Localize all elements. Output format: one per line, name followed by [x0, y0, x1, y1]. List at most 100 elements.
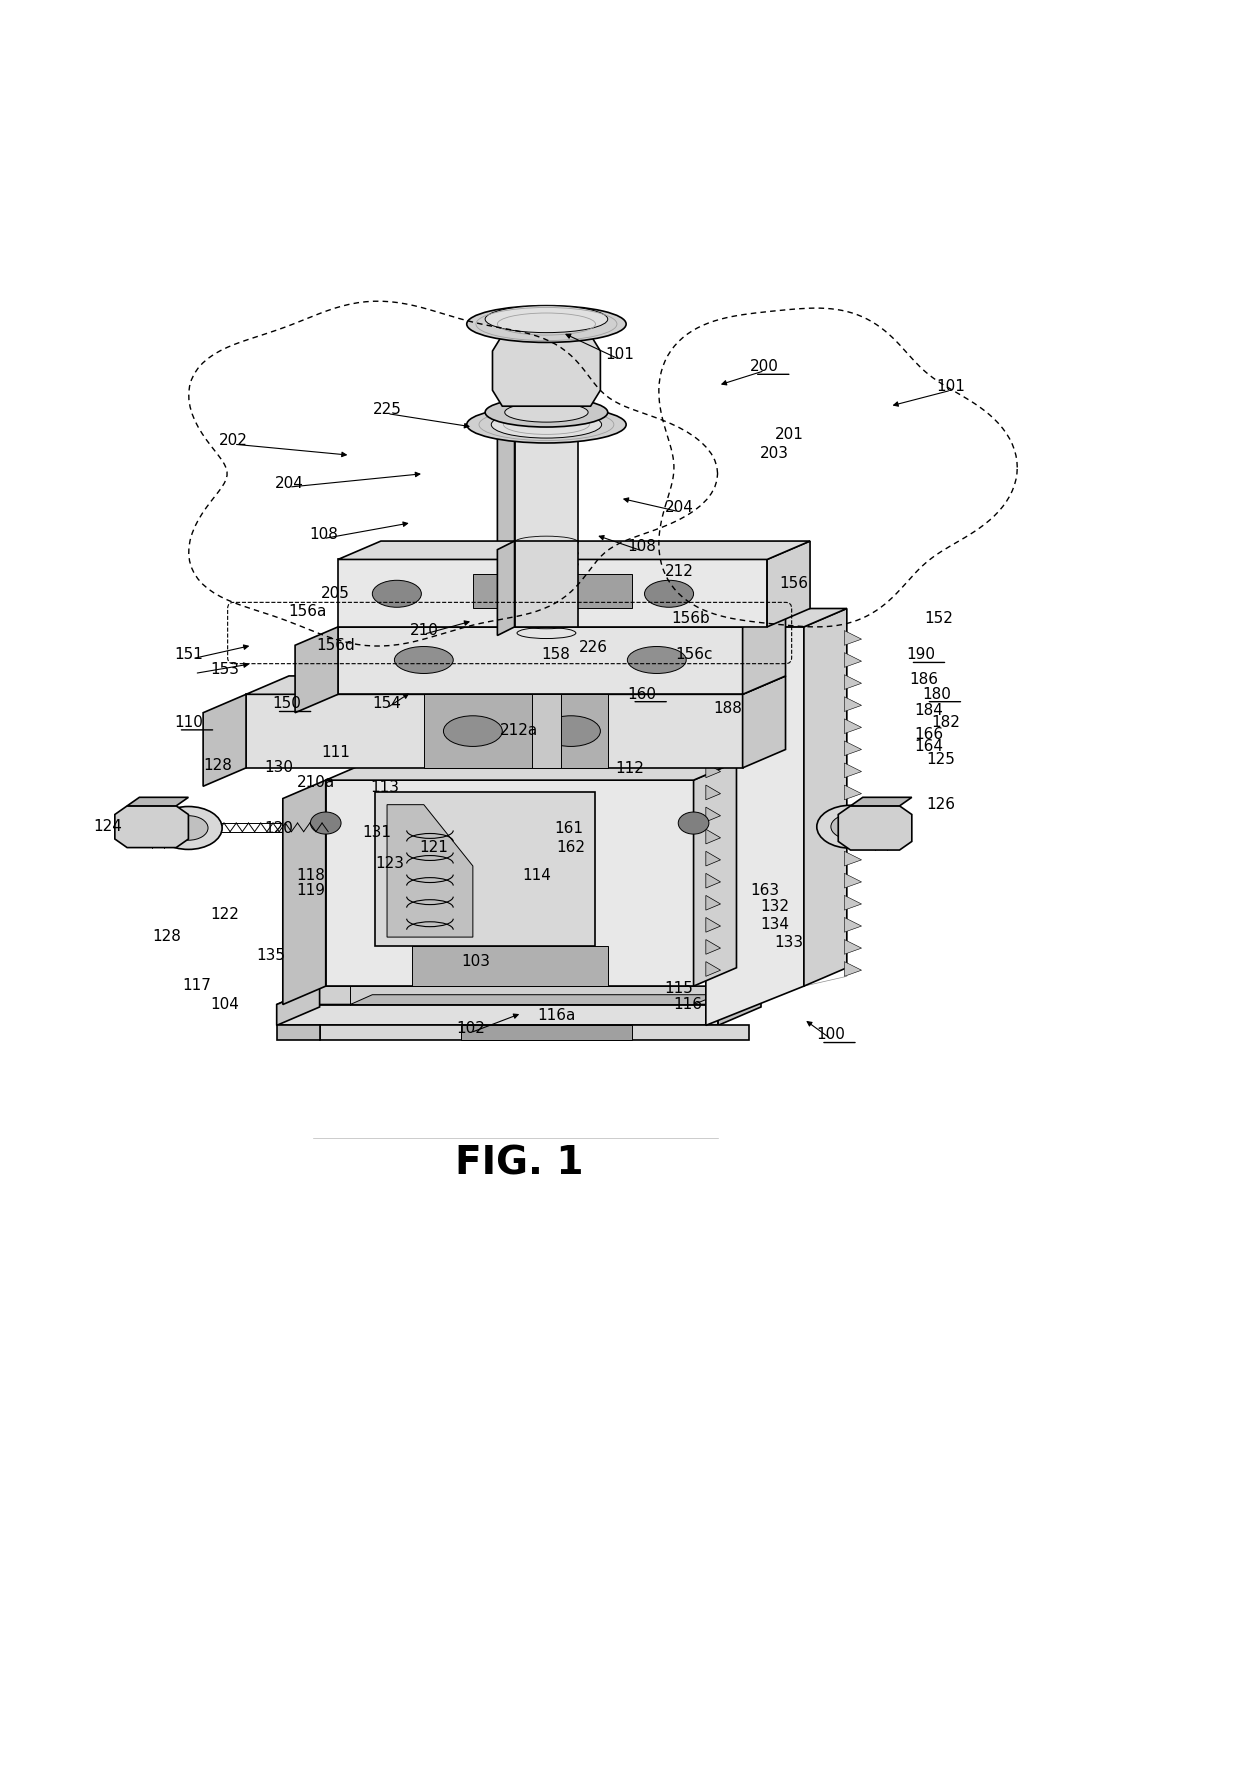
Text: 204: 204 [665, 501, 693, 515]
Polygon shape [706, 873, 720, 889]
Text: 116a: 116a [537, 1007, 575, 1023]
Text: 125: 125 [926, 752, 956, 766]
Text: 156b: 156b [672, 609, 711, 625]
Ellipse shape [515, 536, 578, 549]
Text: 101: 101 [936, 378, 966, 394]
Text: 114: 114 [522, 868, 551, 882]
Ellipse shape [817, 805, 884, 848]
Polygon shape [844, 697, 862, 713]
Text: 182: 182 [931, 715, 961, 729]
Polygon shape [844, 675, 862, 690]
Text: 156c: 156c [675, 647, 712, 661]
Text: 186: 186 [910, 672, 939, 686]
Polygon shape [532, 695, 562, 768]
Polygon shape [706, 807, 720, 822]
Polygon shape [295, 627, 339, 713]
Ellipse shape [155, 807, 222, 850]
Polygon shape [339, 609, 785, 627]
Text: 154: 154 [372, 697, 402, 711]
Ellipse shape [485, 307, 608, 333]
Text: 200: 200 [750, 358, 779, 374]
Polygon shape [844, 941, 862, 955]
Text: 190: 190 [906, 647, 935, 661]
Polygon shape [706, 675, 720, 690]
Text: 158: 158 [542, 647, 570, 661]
Text: 204: 204 [274, 476, 304, 490]
Polygon shape [515, 542, 578, 627]
Text: 117: 117 [182, 978, 212, 993]
Ellipse shape [627, 647, 686, 674]
Text: 180: 180 [921, 686, 951, 700]
Text: 128: 128 [203, 757, 232, 772]
Ellipse shape [645, 581, 693, 608]
Ellipse shape [466, 406, 626, 444]
Ellipse shape [515, 560, 578, 572]
Polygon shape [844, 918, 862, 932]
Polygon shape [277, 987, 761, 1005]
Text: 212a: 212a [500, 723, 538, 738]
Polygon shape [115, 807, 188, 848]
Polygon shape [387, 805, 472, 937]
Polygon shape [844, 720, 862, 734]
Polygon shape [706, 720, 720, 734]
Polygon shape [339, 627, 743, 695]
Text: 160: 160 [627, 686, 656, 700]
Polygon shape [706, 962, 720, 977]
Ellipse shape [485, 399, 608, 428]
Polygon shape [706, 609, 847, 627]
Polygon shape [706, 627, 804, 1026]
Polygon shape [277, 987, 320, 1026]
Ellipse shape [491, 412, 601, 438]
Polygon shape [472, 576, 632, 609]
Ellipse shape [542, 716, 600, 747]
Polygon shape [718, 987, 761, 1026]
Polygon shape [128, 798, 188, 807]
Polygon shape [844, 807, 862, 822]
Text: 119: 119 [296, 882, 326, 898]
Polygon shape [844, 763, 862, 779]
Text: 161: 161 [554, 822, 583, 836]
Text: 134: 134 [760, 916, 789, 932]
Polygon shape [246, 677, 785, 695]
Polygon shape [844, 741, 862, 756]
Ellipse shape [515, 602, 578, 615]
Ellipse shape [466, 307, 626, 344]
Text: 101: 101 [605, 347, 635, 362]
Polygon shape [497, 431, 515, 617]
Polygon shape [844, 631, 862, 645]
Ellipse shape [515, 570, 578, 583]
Polygon shape [320, 1026, 749, 1041]
Text: 131: 131 [363, 825, 392, 839]
Text: 188: 188 [713, 700, 743, 716]
Polygon shape [412, 946, 608, 987]
Ellipse shape [444, 716, 502, 747]
Polygon shape [424, 695, 608, 768]
Polygon shape [706, 941, 720, 955]
Text: 102: 102 [456, 1021, 485, 1035]
Text: 226: 226 [579, 640, 608, 654]
Text: 153: 153 [211, 661, 239, 677]
Polygon shape [743, 677, 785, 768]
Text: 156a: 156a [288, 604, 326, 618]
Polygon shape [277, 1026, 320, 1041]
Polygon shape [706, 741, 720, 756]
Text: 212: 212 [665, 563, 693, 579]
Text: 163: 163 [750, 882, 779, 898]
Text: 132: 132 [760, 898, 789, 912]
Polygon shape [768, 542, 810, 627]
Ellipse shape [310, 813, 341, 834]
Polygon shape [350, 994, 718, 1005]
Ellipse shape [505, 403, 588, 422]
Polygon shape [374, 793, 595, 946]
Text: 205: 205 [321, 586, 350, 601]
Text: 113: 113 [370, 779, 399, 795]
Polygon shape [844, 896, 862, 911]
Text: 210a: 210a [296, 775, 335, 789]
Text: 120: 120 [264, 822, 294, 836]
Polygon shape [326, 763, 737, 781]
Polygon shape [844, 654, 862, 668]
Polygon shape [706, 918, 720, 932]
Ellipse shape [169, 816, 208, 841]
Polygon shape [844, 873, 862, 889]
Text: 225: 225 [372, 403, 402, 417]
